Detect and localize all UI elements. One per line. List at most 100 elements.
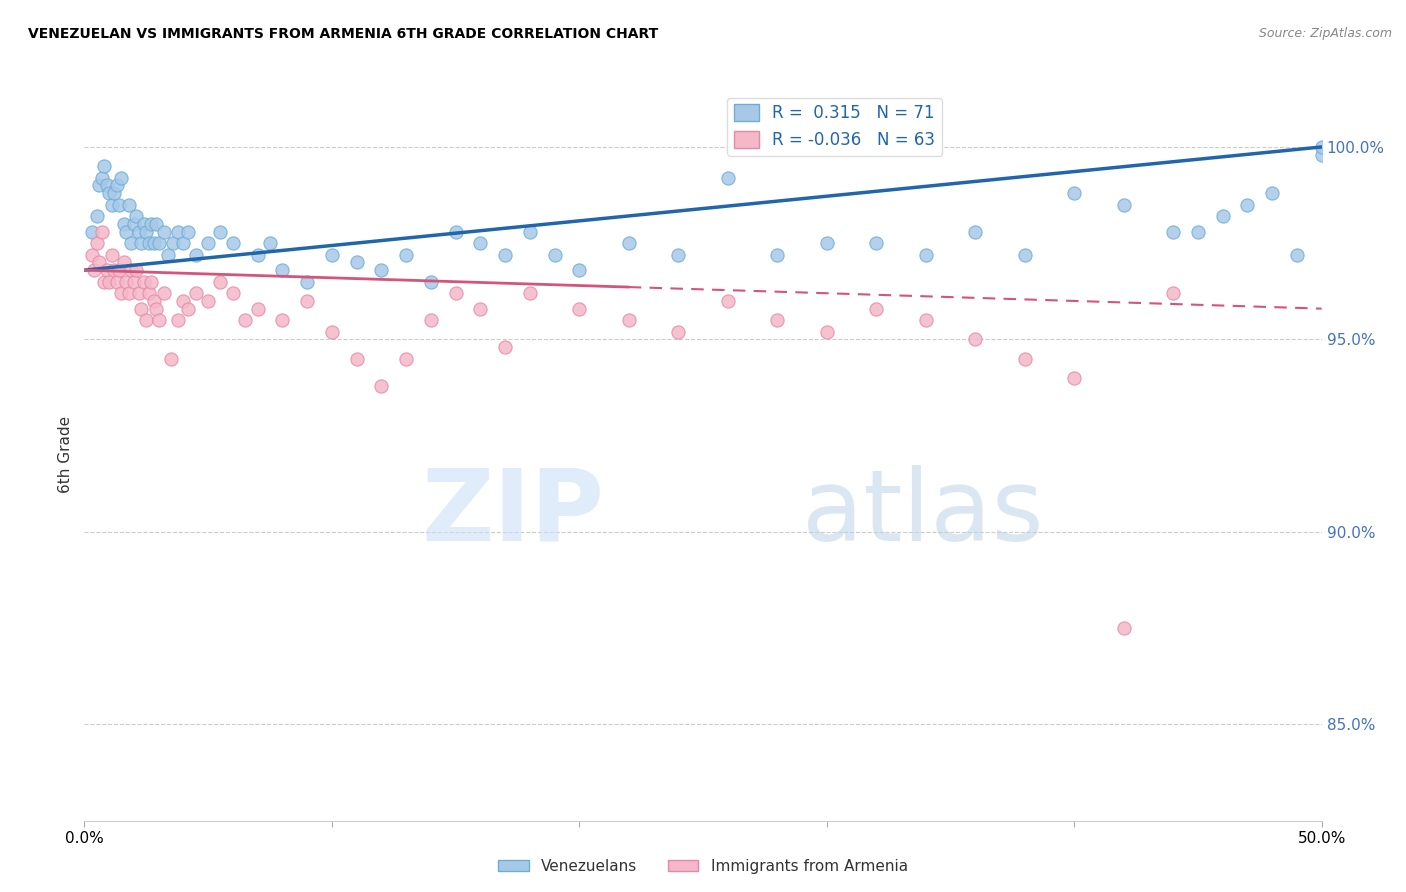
Point (815, 236, 838, 251)
Point (222, 286, 245, 301)
Point (568, 263, 591, 277)
Point (717, 293, 740, 308)
Point (419, 275, 441, 289)
Point (470, 301, 492, 316)
Point (98, 186, 121, 201)
Point (105, 275, 128, 289)
Point (1187, 225, 1209, 239)
Point (152, 225, 174, 239)
Point (115, 275, 138, 289)
Point (98, 275, 121, 289)
Point (865, 301, 887, 316)
Point (321, 325, 343, 339)
Point (444, 225, 467, 239)
Point (419, 313, 441, 327)
Point (135, 313, 157, 327)
Point (122, 217, 145, 231)
Point (138, 286, 160, 301)
Point (157, 248, 180, 262)
Point (145, 301, 167, 316)
Point (295, 293, 318, 308)
Point (108, 197, 131, 211)
Point (108, 263, 131, 277)
Point (135, 225, 157, 239)
Point (125, 209, 148, 223)
Point (321, 248, 343, 262)
Point (494, 248, 516, 262)
Point (115, 225, 138, 239)
Point (1161, 286, 1184, 301)
Point (80, 248, 103, 262)
Point (96, 263, 118, 277)
Point (197, 236, 219, 251)
Point (167, 313, 190, 327)
Point (120, 236, 142, 251)
Point (105, 178, 128, 193)
Point (110, 286, 132, 301)
Point (1310, 147, 1333, 161)
Point (666, 248, 689, 262)
Point (90, 170, 112, 185)
Point (172, 293, 194, 308)
Point (1310, 140, 1333, 154)
Point (295, 275, 318, 289)
Text: Source: ZipAtlas.com: Source: ZipAtlas.com (1258, 27, 1392, 40)
Point (766, 313, 789, 327)
Point (148, 236, 170, 251)
Text: VENEZUELAN VS IMMIGRANTS FROM ARMENIA 6TH GRADE CORRELATION CHART: VENEZUELAN VS IMMIGRANTS FROM ARMENIA 6T… (28, 27, 658, 41)
Point (1236, 197, 1258, 211)
Point (93, 159, 115, 173)
Point (815, 325, 838, 339)
Point (90, 225, 112, 239)
Point (222, 236, 245, 251)
Point (1285, 248, 1308, 262)
Point (145, 217, 167, 231)
Text: ZIP: ZIP (422, 465, 605, 562)
Point (141, 275, 163, 289)
Point (177, 225, 200, 239)
Point (89, 255, 111, 269)
Point (519, 225, 541, 239)
Point (184, 286, 207, 301)
Point (93, 275, 115, 289)
Point (100, 248, 122, 262)
Point (209, 275, 232, 289)
Point (519, 286, 541, 301)
Point (112, 255, 135, 269)
Point (129, 236, 152, 251)
Point (717, 170, 740, 185)
Point (125, 263, 148, 277)
Point (142, 293, 165, 308)
Point (914, 248, 936, 262)
Point (1014, 351, 1036, 366)
Point (138, 236, 160, 251)
Point (370, 378, 392, 392)
Point (148, 313, 170, 327)
Point (914, 313, 936, 327)
Point (160, 351, 183, 366)
Point (132, 217, 155, 231)
Point (132, 275, 155, 289)
Point (1063, 186, 1085, 201)
Point (86, 209, 108, 223)
Point (152, 286, 174, 301)
Point (96, 178, 118, 193)
Point (233, 313, 256, 327)
Legend: Venezuelans, Immigrants from Armenia: Venezuelans, Immigrants from Armenia (492, 853, 914, 880)
Point (965, 333, 987, 347)
Point (617, 236, 640, 251)
Point (103, 263, 125, 277)
Point (162, 236, 184, 251)
Point (395, 351, 418, 366)
Point (110, 170, 132, 185)
Point (395, 248, 418, 262)
Point (89, 178, 111, 193)
Point (965, 225, 987, 239)
Point (120, 263, 142, 277)
Point (370, 263, 392, 277)
Point (128, 286, 150, 301)
Point (494, 340, 516, 354)
Point (1112, 197, 1135, 211)
Y-axis label: 6th Grade: 6th Grade (58, 417, 73, 493)
Point (128, 225, 150, 239)
